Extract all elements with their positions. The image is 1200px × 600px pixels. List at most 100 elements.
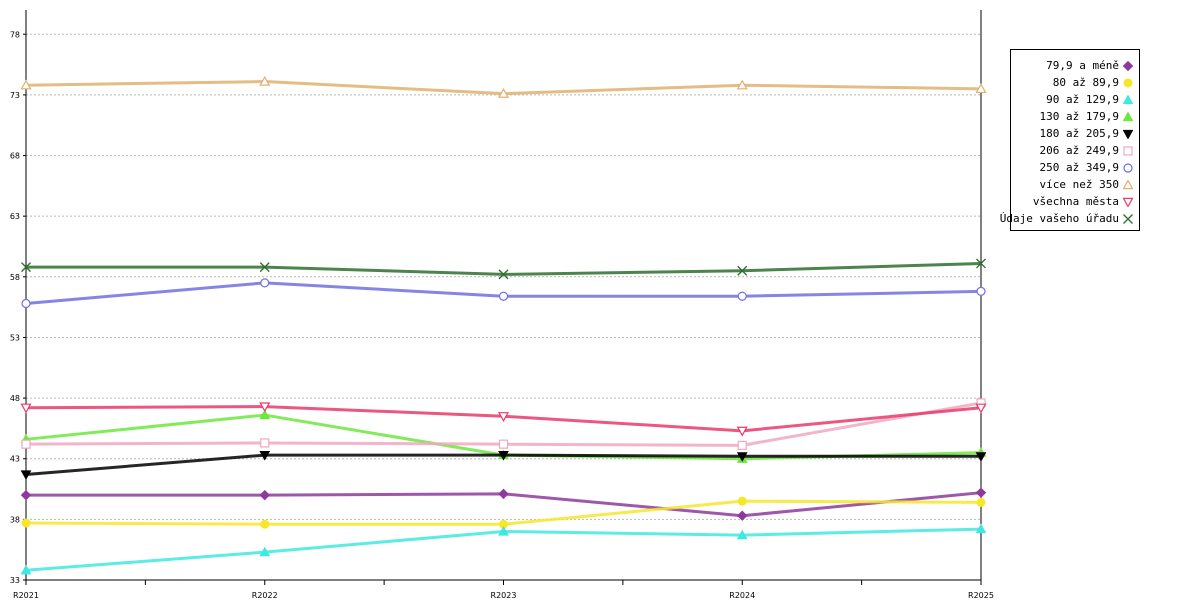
legend-item: více než 350 [1040, 176, 1133, 193]
data-point [259, 546, 271, 557]
data-point [260, 519, 270, 529]
legend-marker-shape [1123, 94, 1133, 104]
data-point [21, 262, 31, 273]
legend-label: 79,9 a méně [1046, 59, 1119, 72]
data-point [736, 79, 748, 90]
legend-label: všechna města [1032, 195, 1119, 208]
legend-label: 80 až 89,9 [1052, 76, 1119, 89]
legend-label: 90 až 129,9 [1046, 93, 1119, 106]
legend-marker-icon [1123, 129, 1133, 139]
data-point [975, 523, 987, 534]
series-line [26, 261, 982, 276]
data-point [21, 298, 31, 309]
data-point [737, 510, 748, 521]
legend-marker-shape [1123, 129, 1133, 139]
data-point [21, 518, 31, 528]
legend-item: 206 až 249,9 [1040, 142, 1133, 159]
legend-item: 180 až 205,9 [1040, 125, 1133, 142]
y-tick-label: 68 [10, 152, 20, 161]
data-point [976, 497, 986, 507]
x-tick-label: R2021 [13, 591, 39, 600]
data-point [975, 487, 987, 498]
legend-item: všechna města [1033, 193, 1133, 210]
legend-item: 130 až 179,9 [1040, 108, 1133, 125]
data-point [737, 265, 748, 276]
data-point [736, 529, 748, 540]
data-point [975, 403, 987, 414]
legend-marker-shape [1123, 111, 1133, 121]
x-tick-label: R2024 [729, 591, 755, 600]
series [20, 75, 987, 575]
legend-item: Údaje vašeho úřadu [1000, 210, 1133, 227]
legend-label: Údaje vašeho úřadu [999, 212, 1119, 225]
data-point [259, 409, 271, 420]
data-point [259, 489, 270, 501]
data-point [737, 440, 747, 450]
data-point [736, 426, 748, 437]
legend-label: 180 až 205,9 [1039, 127, 1119, 140]
data-point [498, 439, 509, 449]
legend-marker-shape [1123, 60, 1133, 71]
data-point [976, 258, 986, 269]
data-point [259, 262, 270, 273]
legend-marker-icon [1123, 145, 1133, 156]
legend-marker-icon [1123, 162, 1133, 173]
data-point [498, 269, 509, 280]
y-tick-label: 43 [10, 455, 20, 464]
legend-item: 80 až 89,9 [1053, 74, 1133, 91]
data-point [260, 278, 270, 288]
data-point [975, 83, 987, 94]
series-8 [20, 402, 987, 437]
legend-marker-icon [1123, 78, 1133, 87]
data-point [20, 403, 32, 414]
series-9 [21, 258, 986, 280]
series-5 [21, 398, 986, 450]
data-point [498, 450, 509, 461]
legend-label: 206 až 249,9 [1039, 144, 1119, 157]
data-point [975, 452, 987, 462]
data-point [497, 412, 510, 423]
data-point [20, 79, 32, 90]
legend-item: 250 až 349,9 [1040, 159, 1133, 176]
y-tick-label: 63 [10, 212, 20, 221]
y-tick-label: 58 [10, 273, 20, 282]
data-point [737, 291, 747, 301]
data-point [497, 87, 510, 98]
series-4 [20, 450, 987, 481]
data-point [20, 564, 32, 575]
data-point [260, 438, 270, 448]
data-point [259, 402, 271, 413]
data-point [20, 489, 32, 501]
data-point [736, 452, 748, 462]
y-tick-label: 48 [10, 394, 20, 403]
legend-marker-shape [1123, 145, 1133, 156]
legend-marker-shape [1123, 162, 1133, 173]
series-6 [21, 278, 986, 309]
data-point [20, 470, 32, 481]
x-tick-label: R2022 [252, 591, 278, 600]
series-7 [20, 75, 987, 98]
series-0 [20, 487, 987, 521]
series-1 [21, 496, 986, 529]
legend-label: 250 až 349,9 [1039, 161, 1119, 174]
x-tick-label: R2025 [968, 591, 994, 600]
legend-marker-shape [1123, 213, 1133, 224]
tick-labels: 33 38 43 48 53 58 63 68 73 78 R2021 R2022 R2023 R2024… [10, 30, 994, 600]
y-tick-label: 38 [10, 515, 20, 524]
legend-label: více než 350 [1039, 178, 1119, 191]
data-point [259, 450, 271, 461]
legend-marker-shape [1123, 78, 1133, 87]
data-point [498, 525, 509, 536]
data-point [498, 488, 509, 500]
legend-marker-shape [1123, 179, 1133, 189]
series-2 [20, 523, 987, 575]
legend-marker-icon [1123, 213, 1133, 224]
data-point [21, 439, 31, 449]
y-tick-label: 78 [10, 30, 20, 39]
legend-marker-icon [1123, 111, 1133, 121]
legend-marker-icon [1123, 197, 1133, 207]
legend-marker-icon [1123, 94, 1133, 104]
legend-item: 79,9 a méně [1046, 57, 1133, 74]
data-point [976, 286, 986, 296]
